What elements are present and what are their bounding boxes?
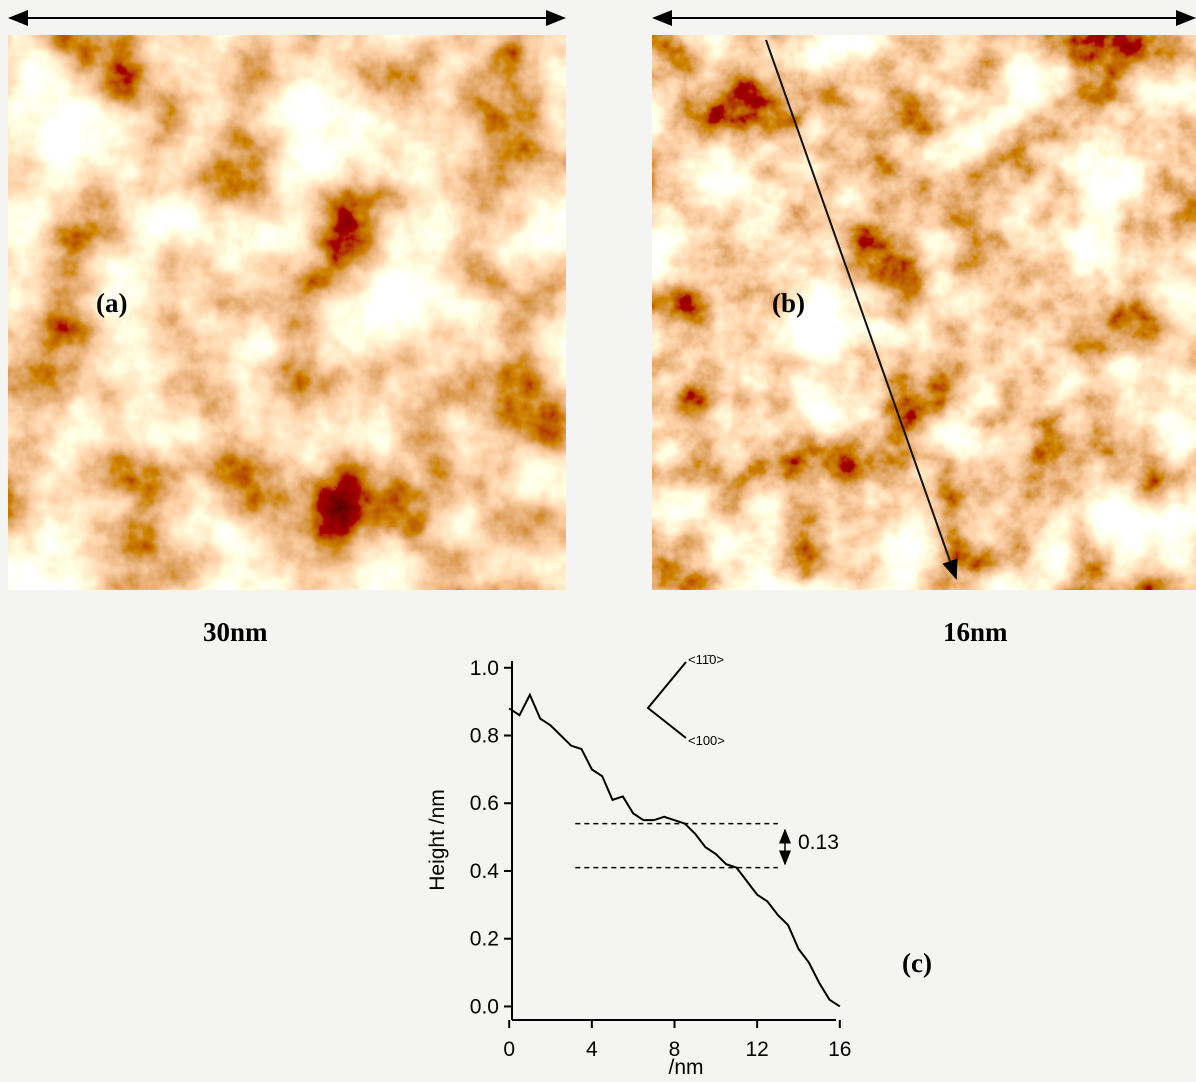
direction-label: <100>	[688, 733, 725, 748]
x-axis-label: /nm	[668, 1056, 703, 1079]
direction-label: <11̄0>	[688, 652, 724, 667]
y-tick-label: 0.8	[470, 725, 499, 748]
y-tick-label: 0.0	[470, 995, 499, 1018]
profile-line	[765, 39, 958, 580]
x-tick-label: 8	[669, 1038, 681, 1061]
y-tick-label: 0.2	[470, 928, 499, 951]
stm-image	[8, 35, 566, 590]
stm-image	[652, 35, 1196, 590]
step-label: 0.13	[798, 831, 839, 854]
y-tick-label: 1.0	[470, 657, 499, 680]
y-axis-label: Height /nm	[426, 789, 449, 891]
scale-label: 16nm	[943, 617, 1008, 647]
scale-label: 30nm	[203, 617, 268, 647]
x-tick-label: 4	[586, 1038, 598, 1061]
profile-line	[508, 692, 841, 1008]
x-tick-label: 0	[503, 1038, 515, 1061]
direction-arrows	[646, 661, 687, 739]
panel-label: (b)	[772, 288, 805, 318]
panel-label: (c)	[902, 948, 932, 978]
y-tick-label: 0.4	[470, 860, 500, 883]
y-tick-label: 0.6	[470, 792, 499, 815]
x-tick-label: 12	[745, 1038, 768, 1061]
panel-label: (a)	[96, 288, 127, 318]
x-tick-label: 16	[828, 1038, 851, 1061]
